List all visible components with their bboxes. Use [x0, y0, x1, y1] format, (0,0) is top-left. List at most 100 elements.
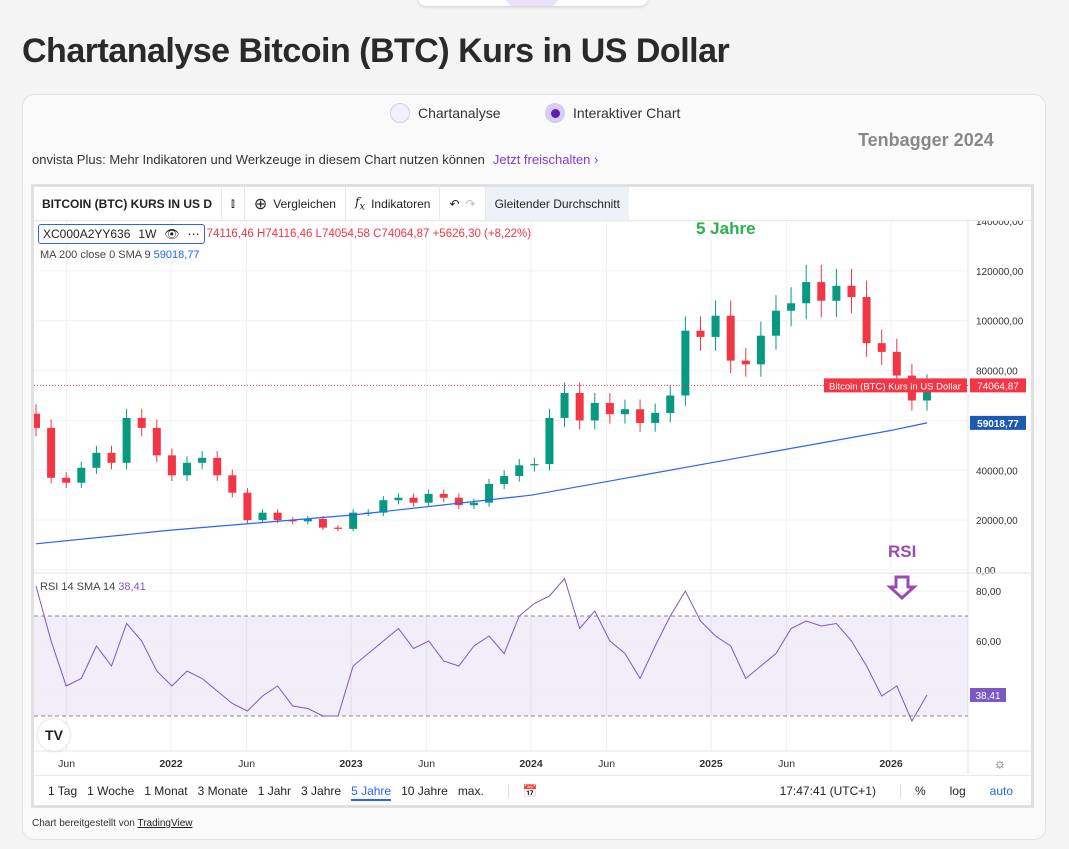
candle-body [318, 518, 327, 528]
time-tick-label: Jun [598, 758, 615, 770]
radio-label: Chartanalyse [418, 105, 501, 121]
candle-body [334, 527, 343, 529]
ma-value: 59018,77 [153, 249, 200, 261]
auto-toggle[interactable]: auto [989, 784, 1013, 798]
candle-body [515, 465, 524, 477]
tradingview-logo[interactable]: TV [38, 719, 70, 751]
rsi-value-tag [970, 687, 1006, 702]
log-toggle[interactable]: log [949, 784, 966, 798]
range-max-[interactable]: max. [457, 783, 484, 798]
rsi-tick-label: 80,00 [976, 587, 1001, 598]
candle-body [711, 315, 720, 337]
price-tick-label: 140000,00 [976, 221, 1024, 228]
candle-body [167, 455, 176, 476]
candle-body [454, 497, 463, 506]
candlestick-icon: ⫾ [231, 196, 235, 210]
range-10-jahre[interactable]: 10 Jahre [401, 783, 448, 798]
candle-body [303, 518, 312, 522]
time-tick-label: 2026 [879, 758, 903, 770]
range-1-monat[interactable]: 1 Monat [144, 783, 188, 798]
symbol-search[interactable]: BITCOIN (BTC) KURS IN US D [34, 187, 222, 220]
candle-body [560, 393, 569, 418]
price-name-tag [824, 378, 967, 393]
time-tick-label: 2023 [339, 758, 363, 770]
ohlc-values: 74116,46 H74116,46 L74054,58 C74064,87 +… [206, 228, 532, 240]
compare-label: Vergleichen [273, 196, 336, 211]
top-tab-pill [418, 0, 648, 6]
candle-body [741, 360, 750, 365]
candle-body [152, 427, 161, 456]
candle-body [92, 452, 101, 468]
range-1-woche[interactable]: 1 Woche [87, 783, 135, 798]
radio-selected-icon [545, 103, 565, 123]
more-icon[interactable]: ⋯ [187, 227, 200, 241]
candle-body [605, 402, 614, 415]
candle-body [424, 493, 433, 503]
price-legend: XC000A2YY636 1W 👁 ⋯ 74116,46 H74116,46 L740… [38, 224, 531, 244]
unlock-link[interactable]: Jetzt freischalten › [492, 152, 599, 167]
candle-body [681, 330, 690, 396]
candle-type-button[interactable]: ⫾ [222, 187, 245, 220]
range-1-jahr[interactable]: 1 Jahr [257, 783, 292, 798]
candle-body [620, 409, 629, 415]
candle-body [636, 409, 645, 423]
indicators-button[interactable]: fx Indikatoren [346, 187, 441, 220]
settings-gear-icon[interactable]: ☼ [994, 755, 1007, 771]
tradingview-link[interactable]: TradingView [137, 818, 193, 829]
redo-icon[interactable]: ↷ [465, 196, 476, 211]
candle-body [923, 385, 931, 401]
range-3-jahre[interactable]: 3 Jahre [301, 783, 342, 798]
candle-body [892, 351, 901, 376]
price-tick-label: 0,00 [976, 566, 996, 577]
undo-icon[interactable]: ↶ [449, 196, 460, 211]
active-indicator-button[interactable]: Gleitender Durchschnitt [485, 187, 629, 220]
radio-interaktiver-chart[interactable]: Interaktiver Chart [545, 103, 680, 123]
candle-body [545, 417, 554, 465]
ma200-line [35, 422, 928, 545]
ma-legend: MA 200 close 0 SMA 9 59018,77 [40, 249, 200, 261]
timezone-clock[interactable]: 17:47:41 (UTC+1) [779, 784, 876, 798]
candle-body [651, 412, 660, 423]
page-title: Chartanalyse Bitcoin (BTC) Kurs in US Do… [22, 32, 730, 70]
candle-body [273, 512, 282, 521]
time-tick-label: Jun [238, 758, 255, 770]
candle-body [500, 476, 509, 484]
radio-label: Interaktiver Chart [573, 105, 681, 121]
candle-body [666, 395, 675, 413]
credit-text: Chart bereitgestellt von [32, 818, 135, 829]
time-tick-label: Jun [418, 758, 435, 770]
range-5-jahre[interactable]: 5 Jahre [351, 783, 392, 801]
eye-icon[interactable]: 👁 [164, 227, 180, 241]
range-3-monate[interactable]: 3 Monate [197, 783, 248, 798]
range-1-tag[interactable]: 1 Tag [48, 783, 78, 798]
time-tick-label: Jun [58, 758, 75, 770]
promo-banner: onvista Plus: Mehr Indikatoren und Werkz… [32, 152, 598, 167]
candle-body [409, 497, 418, 503]
price-tick-label: 80000,00 [976, 367, 1018, 378]
time-tick-label: 2024 [519, 758, 543, 770]
candle-body [439, 493, 448, 498]
rsi-line [35, 577, 928, 723]
candle-body [847, 285, 856, 298]
compare-button[interactable]: ⊕ Vergleichen [245, 187, 346, 220]
symbol-legend-box[interactable]: XC000A2YY636 1W 👁 ⋯ [38, 224, 205, 244]
candle-body [530, 464, 539, 466]
goto-date-icon[interactable]: 📅 [507, 783, 538, 798]
candle-body [62, 477, 71, 483]
ma-price-text: 59018,77 [977, 419, 1019, 430]
radio-chartanalyse[interactable]: Chartanalyse [390, 103, 501, 123]
rsi-value: 38,41 [118, 581, 146, 593]
chart-toolbar: BITCOIN (BTC) KURS IN US D ⫾ ⊕ Vergleiche… [34, 187, 1031, 221]
percent-toggle[interactable]: % [899, 784, 926, 798]
chart-canvas[interactable]: 0,00 20000,00 40000,00 80000,00 100000,00 120… [34, 221, 1031, 774]
candle-body [379, 500, 388, 513]
watermark-text: Tenbagger 2024 [858, 130, 994, 150]
candle-body [696, 330, 705, 337]
rsi-legend: RSI 14 SMA 14 38,41 [40, 581, 146, 593]
candle-body [590, 402, 599, 421]
fx-icon: fx [354, 194, 366, 213]
down-arrow-icon [886, 575, 918, 601]
rsi-band [34, 616, 968, 716]
price-tick-label: 120000,00 [976, 267, 1024, 278]
candle-body [726, 315, 735, 361]
